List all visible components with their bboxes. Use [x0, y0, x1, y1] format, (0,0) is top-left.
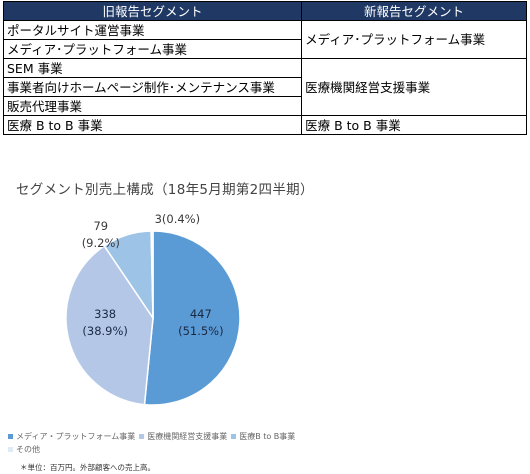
chart-title: セグメント別売上構成（18年5月期第2四半期） [16, 182, 314, 198]
pie-value-label: 79 [93, 219, 108, 233]
pie-percent-label: (51.5%) [178, 324, 224, 338]
pie-slice [65, 244, 154, 406]
pie-slice [143, 230, 241, 406]
new-segment-cell: 医療 B to B 事業 [301, 115, 527, 135]
old-segment-cell: 販売代理事業 [2, 96, 303, 116]
legend-swatch [139, 434, 145, 439]
pie-percent-label: (38.9%) [82, 324, 128, 338]
legend-label: 医療B to B事業 [239, 432, 296, 441]
legend-item: 医療機関経営支援事業 [139, 430, 227, 443]
segment-table-header: 旧報告セグメント 新報告セグメント [2, 1, 527, 21]
segment-table: 旧報告セグメント 新報告セグメント ポータルサイト運営事業 メディア･プラットフ… [2, 1, 527, 135]
old-segment-cell: メディア･プラットフォーム事業 [2, 39, 303, 59]
legend-label: メディア・プラットフォーム事業 [16, 432, 136, 441]
legend-label: その他 [16, 445, 40, 454]
pie-slice [150, 230, 154, 319]
legend-swatch [8, 447, 13, 452]
chart-legend: メディア・プラットフォーム事業 医療機関経営支援事業 医療B to B事業その他 [8, 430, 308, 456]
pie-value-label: 447 [190, 307, 212, 321]
old-segment-cell: 事業者向けホームページ制作･メンテナンス事業 [2, 77, 303, 97]
pie-chart: 447 (51.5%) 338 (38.9%) 79 (9.2%) 3(0.4%) [65, 212, 241, 406]
old-segment-cell: ポータルサイト運営事業 [2, 20, 303, 40]
chart-footnote: ＊単位：百万円。外部顧客への売上高。 [20, 463, 155, 472]
legend-item: その他 [8, 443, 40, 456]
old-segment-cell: 医療 B to B 事業 [2, 115, 303, 135]
table-row: ポータルサイト運営事業 メディア･プラットフォーム事業 [2, 20, 527, 59]
legend-swatch [231, 434, 237, 439]
legend-item: 医療B to B事業 [231, 430, 295, 443]
legend-swatch [8, 434, 13, 439]
legend-label: 医療機関経営支援事業 [147, 432, 228, 441]
header-new-segment: 新報告セグメント [301, 1, 527, 21]
header-old-segment: 旧報告セグメント [2, 1, 303, 21]
new-segment-cell: 医療機関経営支援事業 [301, 58, 527, 116]
table-row: SEM 事業 医療機関経営支援事業 [2, 58, 527, 116]
legend-item: メディア・プラットフォーム事業 [8, 430, 135, 443]
new-segment-cell: メディア･プラットフォーム事業 [301, 20, 527, 59]
pie-value-label: 338 [94, 307, 116, 321]
old-segment-cell: SEM 事業 [2, 58, 303, 78]
table-row: 医療 B to B 事業 医療 B to B 事業 [2, 115, 527, 135]
pie-data-label: 3(0.4%) [155, 212, 201, 226]
pie-percent-label: (9.2%) [82, 236, 120, 250]
